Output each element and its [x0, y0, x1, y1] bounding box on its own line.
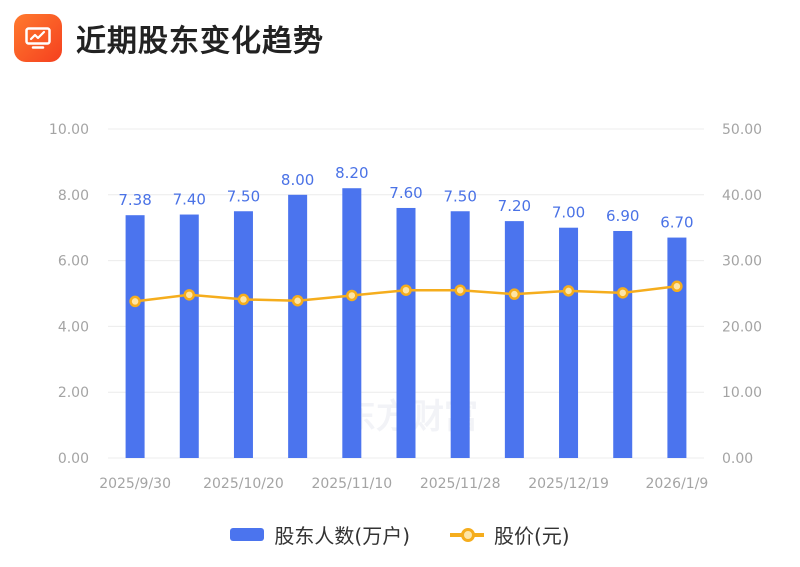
bar[interactable]	[396, 207, 416, 458]
bar[interactable]	[559, 227, 579, 458]
header: 近期股东变化趋势	[14, 10, 324, 66]
legend-bar-swatch	[230, 528, 265, 541]
bar-label: 7.20	[498, 197, 531, 215]
y-right-tick-label: 20.00	[722, 319, 762, 335]
y-left-tick-label: 6.00	[58, 254, 89, 270]
x-axis: 2025/9/30 2025/10/20 2025/11/10 2025/11/28 2…	[99, 476, 708, 492]
bar[interactable]	[342, 188, 362, 458]
price-point[interactable]	[237, 293, 250, 306]
bar-label: 8.20	[335, 164, 368, 182]
bar-label: 7.38	[118, 191, 151, 209]
x-tick-label: 2025/11/10	[311, 476, 392, 492]
bar-label: 7.60	[389, 184, 422, 202]
bar[interactable]	[233, 211, 253, 458]
bar[interactable]	[125, 215, 145, 458]
y-right-tick-label: 10.00	[722, 385, 762, 401]
legend-item-price[interactable]: 股价(元)	[450, 520, 570, 549]
chart-monitor-icon	[14, 14, 62, 62]
legend: 股东人数(万户) 股价(元)	[0, 520, 800, 549]
bar[interactable]	[450, 211, 470, 458]
bar[interactable]	[667, 237, 687, 458]
legend-item-shareholders[interactable]: 股东人数(万户)	[230, 520, 410, 549]
x-tick-label: 2025/10/20	[203, 476, 284, 492]
line-series	[129, 280, 683, 308]
price-point[interactable]	[508, 288, 521, 300]
price-point[interactable]	[562, 285, 575, 297]
price-point[interactable]	[346, 289, 358, 302]
y-left-tick-label: 2.00	[58, 385, 89, 401]
y-right-tick-label: 50.00	[722, 122, 762, 138]
y-axis-right: 0.00 10.00 20.00 30.00 40.00 50.00	[722, 122, 762, 467]
y-right-tick-label: 30.00	[722, 254, 762, 270]
bar-label: 6.90	[606, 207, 639, 225]
bar-label: 6.70	[660, 214, 693, 232]
price-point[interactable]	[616, 287, 629, 299]
bar-label: 7.00	[552, 204, 585, 222]
bar-labels: 7.38 7.40 7.50 8.00 8.20 7.60 7.50 7.20 7.00 6.90…	[118, 164, 693, 231]
bar[interactable]	[504, 221, 524, 458]
y-right-tick-label: 0.00	[722, 451, 753, 467]
y-left-tick-label: 4.00	[58, 319, 89, 335]
legend-label-shareholders: 股东人数(万户)	[274, 524, 410, 548]
x-tick-label: 2025/9/30	[99, 476, 171, 492]
x-tick-label: 2025/12/19	[528, 476, 609, 492]
bar-label: 7.50	[443, 187, 476, 205]
y-right-tick-label: 40.00	[722, 188, 762, 204]
price-point[interactable]	[129, 295, 141, 308]
price-point[interactable]	[454, 284, 466, 296]
bar[interactable]	[288, 194, 308, 459]
y-left-tick-label: 8.00	[58, 188, 89, 204]
bar-series	[125, 188, 687, 459]
price-point[interactable]	[400, 284, 412, 296]
legend-label-price: 股价(元)	[494, 524, 570, 548]
legend-line-swatch	[450, 527, 484, 542]
bar-label: 8.00	[281, 171, 314, 189]
bar[interactable]	[613, 230, 633, 458]
y-axis-left: 0.00 2.00 4.00 6.00 8.00 10.00	[49, 122, 89, 467]
price-point[interactable]	[183, 289, 196, 301]
price-point[interactable]	[291, 294, 304, 307]
x-tick-label: 2026/1/9	[645, 476, 708, 492]
y-left-tick-label: 10.00	[49, 122, 89, 138]
x-tick-label: 2025/11/28	[420, 476, 501, 492]
page-title: 近期股东变化趋势	[76, 24, 324, 59]
bar[interactable]	[179, 214, 199, 458]
price-point[interactable]	[671, 280, 683, 293]
bar-label: 7.50	[227, 187, 260, 205]
bar-label: 7.40	[173, 191, 206, 209]
y-left-tick-label: 0.00	[58, 451, 89, 467]
